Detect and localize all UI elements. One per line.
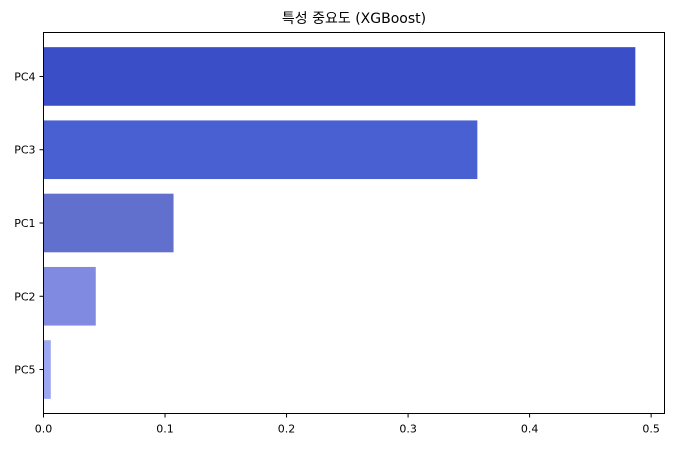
bar-pc4 xyxy=(43,47,636,106)
x-tick-label-0: 0.0 xyxy=(35,423,53,436)
x-axis: 0.0 0.1 0.2 0.3 0.4 0.5 xyxy=(35,413,660,436)
x-tick-label-4: 0.4 xyxy=(521,423,539,436)
bars-layer xyxy=(43,47,636,399)
bar-pc3 xyxy=(43,120,478,180)
bar-pc2 xyxy=(43,266,96,326)
y-tick-label-pc5: PC5 xyxy=(14,364,35,377)
x-tick-label-1: 0.1 xyxy=(156,423,174,436)
bar-pc1 xyxy=(43,193,174,253)
x-tick-label-5: 0.5 xyxy=(642,423,660,436)
y-tick-label-pc3: PC3 xyxy=(14,144,35,157)
y-tick-label-pc4: PC4 xyxy=(14,70,35,83)
x-tick-label-2: 0.2 xyxy=(278,423,296,436)
y-tick-label-pc2: PC2 xyxy=(14,290,35,303)
y-tick-label-pc1: PC1 xyxy=(14,217,35,230)
y-axis: PC4 PC3 PC1 PC2 PC5 xyxy=(14,70,44,377)
chart-title: 특성 중요도 (XGBoost) xyxy=(282,11,426,27)
bar-pc5 xyxy=(43,340,51,399)
x-tick-label-3: 0.3 xyxy=(399,423,417,436)
